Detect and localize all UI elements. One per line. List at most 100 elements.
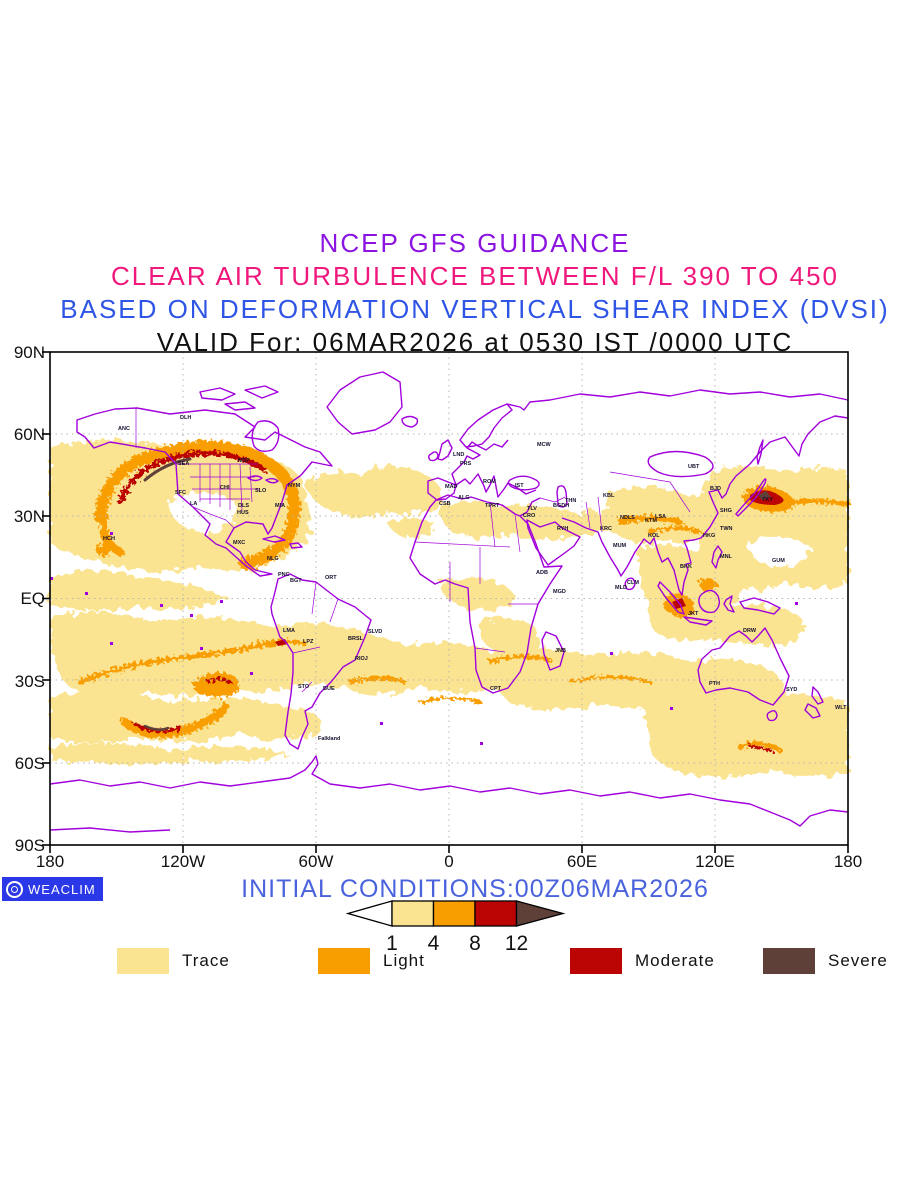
station-label: ROM: [483, 479, 496, 485]
station-label: MAD: [445, 484, 458, 490]
station-label: MLD: [615, 585, 627, 591]
lon-label-60e: 60E: [566, 852, 598, 871]
station-label: LMA: [283, 628, 295, 634]
legend-item-trace: Trace: [117, 948, 230, 974]
station-label: NYM: [288, 483, 301, 489]
station-label: KRC: [600, 526, 612, 532]
station-label: CPT: [490, 686, 502, 692]
station-label: TKY: [762, 497, 773, 503]
severe-swatch: [763, 948, 815, 974]
station-label: SLVD: [368, 629, 382, 635]
station-label: CRO: [523, 513, 536, 519]
station-label: ORT: [325, 575, 337, 581]
station-label: SLO: [255, 488, 267, 494]
station-label: BJD: [710, 486, 721, 492]
station-label: JNB: [555, 648, 566, 654]
station-label: Falkland: [318, 736, 340, 742]
subtitle-method: BASED ON DEFORMATION VERTICAL SHEAR INDE…: [60, 294, 890, 324]
severe-label: Severe: [828, 951, 888, 970]
scale-tick-1: 1: [386, 932, 398, 955]
light-turbulence-layer: [77, 440, 851, 753]
scale-left-arrow: [345, 900, 393, 927]
severe-turbulence-blobs: [758, 491, 771, 500]
station-label: MXC: [233, 540, 245, 546]
station-label: LA: [190, 501, 197, 507]
color-scale: 1 4 8 12: [345, 900, 566, 955]
station-label: UBT: [688, 464, 700, 470]
station-label: LSA: [655, 514, 666, 520]
station-label: JKT: [688, 611, 699, 617]
station-label: ADB: [536, 570, 548, 576]
station-label: PNC: [278, 572, 290, 578]
station-label: KBL: [603, 493, 615, 499]
station-label: BRSL: [348, 636, 364, 642]
station-label: IST: [515, 483, 524, 489]
island-speckles: [50, 532, 798, 745]
station-label: SHG: [720, 508, 732, 514]
legend-item-light: Light: [318, 948, 425, 974]
lat-label-60s: 60S: [14, 754, 45, 773]
severe-turbulence-layer: [143, 457, 192, 731]
lon-label-180e: 180: [833, 852, 863, 871]
station-label: SFC: [175, 490, 186, 496]
initial-conditions-label: INITIAL CONDITIONS:00Z06MAR2026: [241, 875, 709, 903]
station-label: NLG: [267, 556, 279, 562]
weaclim-logo[interactable]: WEACLIM: [2, 877, 103, 901]
lat-label-eq: EQ: [20, 589, 45, 608]
station-label: MIA: [275, 503, 285, 509]
station-label: BGDH: [553, 503, 569, 509]
station-label: ALG: [458, 495, 470, 501]
coastlines: [49, 371, 849, 833]
station-label: BGT: [290, 578, 302, 584]
station-label: DLH: [180, 415, 191, 421]
station-label: SEA: [178, 461, 189, 467]
station-label: MSP: [238, 458, 250, 464]
station-label: DRW: [743, 628, 757, 634]
world-turbulence-map: ANC DLH SEA MSP CHI SLO NYM MIA DLS HUS SFC LA MXC NL…: [40, 347, 858, 855]
light-label: Light: [383, 951, 425, 970]
lat-label-60n: 60N: [13, 425, 45, 444]
station-label: KTM: [645, 518, 657, 524]
lat-label-90s: 90S: [14, 836, 45, 855]
axis-ticks: [42, 351, 849, 853]
station-label: BKK: [680, 564, 692, 570]
weaclim-logo-text: WEACLIM: [28, 881, 96, 897]
scale-tick-8: 8: [469, 932, 481, 955]
station-label: MCW: [537, 442, 552, 448]
lat-label-90n: 90N: [13, 343, 45, 362]
station-label: PRS: [460, 461, 472, 467]
station-label: HKG: [703, 533, 715, 539]
weaclim-rings-icon: [6, 880, 23, 898]
station-label: THN: [565, 498, 576, 504]
station-label: TLV: [527, 506, 537, 512]
lon-label-180w: 180: [35, 852, 65, 871]
station-label: SYD: [786, 687, 797, 693]
lat-label-30s: 30S: [14, 672, 45, 691]
station-label: LND: [453, 452, 464, 458]
station-label: CSB: [439, 501, 451, 507]
lat-label-30n: 30N: [13, 507, 45, 526]
station-label: MUM: [613, 543, 627, 549]
station-label: RYH: [557, 526, 568, 532]
station-label: RIOJ: [355, 656, 368, 662]
moderate-label: Moderate: [635, 951, 715, 970]
scale-tick-4: 4: [428, 932, 440, 955]
trace-swatch: [117, 948, 169, 974]
station-label: DLS: [238, 503, 249, 509]
page-title: NCEP GFS GUIDANCE: [319, 228, 631, 258]
station-label: TPRT: [485, 503, 500, 509]
lon-label-120e: 120E: [695, 852, 735, 871]
station-label: HUS: [237, 510, 249, 516]
lon-label-120w: 120W: [160, 852, 206, 871]
scale-box-trace: [391, 900, 435, 927]
scale-box-moderate: [474, 900, 518, 927]
station-label: BUE: [323, 686, 335, 692]
station-label: TWN: [720, 526, 733, 532]
station-label: KOL: [648, 533, 660, 539]
scale-tick-12: 12: [505, 932, 528, 955]
scale-box-light: [432, 900, 476, 927]
station-label: HCH: [103, 536, 115, 542]
light-swatch: [318, 948, 370, 974]
legend-item-severe: Severe: [763, 948, 888, 974]
